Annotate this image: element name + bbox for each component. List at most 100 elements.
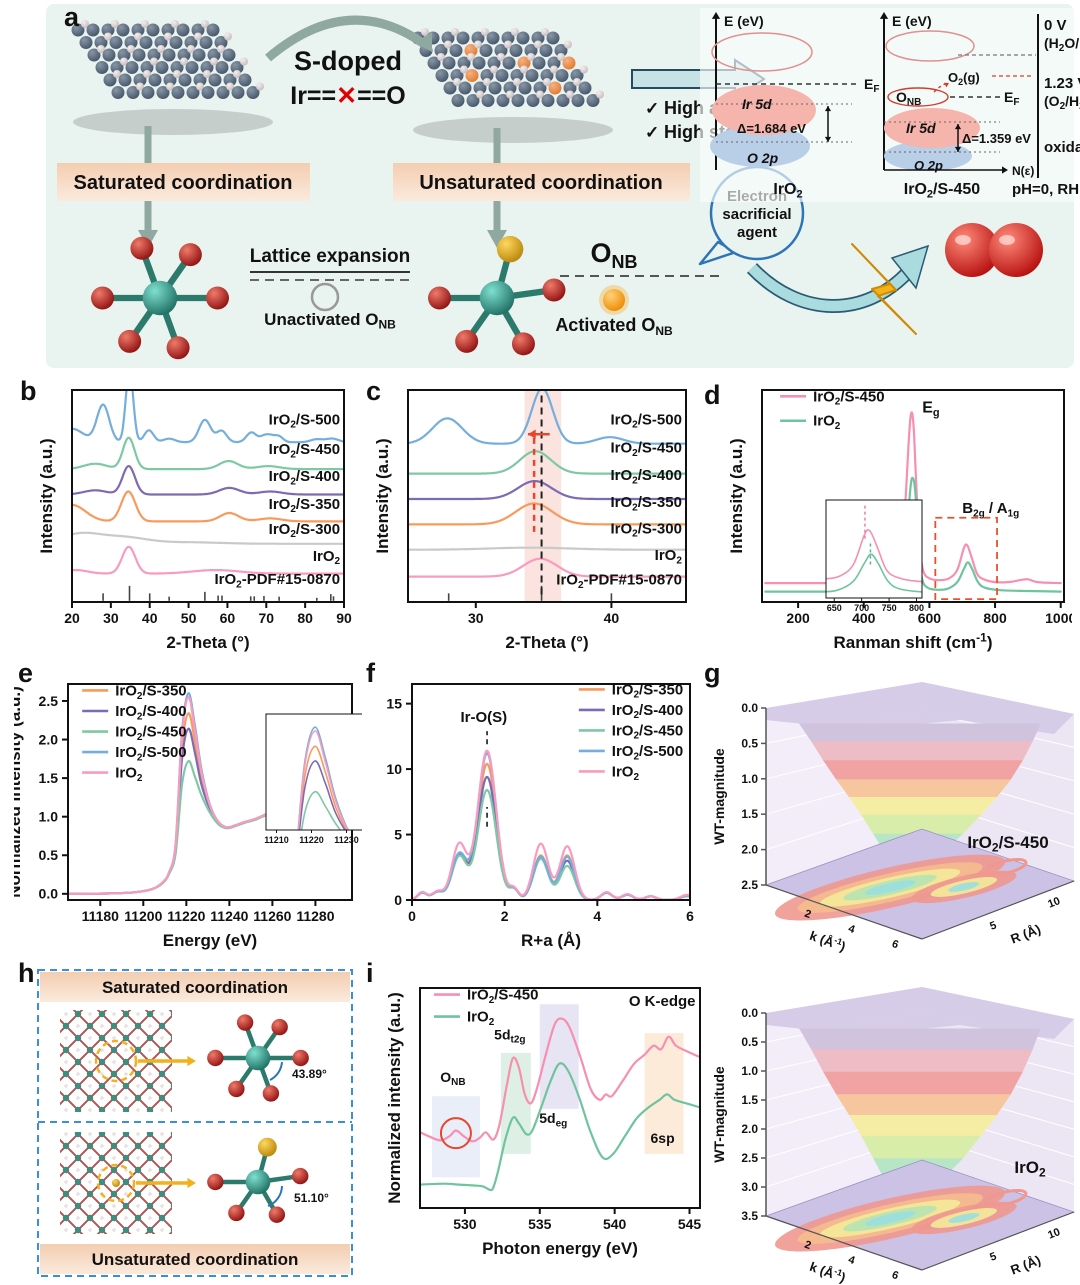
legend-label: IrO2 <box>115 765 143 784</box>
panel-b-xrd-chart: 20 30 40 50 60 70 80 90 2-Theta (°) Intensity (a.… <box>22 382 354 658</box>
legend-label: IrO2/S-450 <box>612 722 683 741</box>
legend-label: IrO2/S-400 <box>612 702 683 721</box>
ph-rhe-label: pH=0, RHE <box>1012 181 1080 198</box>
z-tick-label: 3.0 <box>741 1180 758 1194</box>
check-icon: ✓ <box>645 123 659 142</box>
annotation-text: Eg <box>922 400 939 420</box>
annotation-text: O K-edge <box>629 993 696 1010</box>
legend-label: IrO2/S-450 <box>115 724 186 743</box>
svg-text:1.0: 1.0 <box>39 809 59 825</box>
k-tick-label: 4 <box>847 1254 858 1268</box>
svg-text:40: 40 <box>604 610 620 626</box>
panel-h-structures: Saturated coordination Unsaturated coordi… <box>30 966 360 1282</box>
panel-label-a: a <box>64 2 80 32</box>
zero-volt-label: 0 V <box>1044 17 1067 34</box>
panel-label-b: b <box>20 376 37 406</box>
k-axis-label: k (Å-1) <box>808 927 848 954</box>
svg-text:10: 10 <box>386 761 402 777</box>
sample-label: IrO2/S-450 <box>967 833 1048 855</box>
panel-label-d: d <box>704 380 721 410</box>
ir5d-label: Ir 5d <box>742 96 772 112</box>
svg-text:0: 0 <box>408 908 416 924</box>
panel-c-xrd-zoom-chart: 30 40 2-Theta (°) Intensity (a.u.) IrO2/S-50… <box>372 382 696 658</box>
x-axis-label: Ranman shift (cm-1) <box>834 631 993 653</box>
unsaturated-label: Unsaturated coordination <box>92 1250 299 1269</box>
e-axis-label: E (eV) <box>892 13 932 29</box>
delta2-label: Δ=1.359 eV <box>962 131 1031 146</box>
svg-text:4: 4 <box>593 908 601 924</box>
svg-text:11220: 11220 <box>167 908 205 924</box>
series-line <box>408 480 686 501</box>
series-label: IrO2/S-500 <box>610 411 681 430</box>
y-axis-label: Intensity (a.u.) <box>727 438 746 553</box>
chart-e-svg: 11180 11200 11220 11240 11260 11280 0.0 0.5 1.0 1… <box>5 682 394 950</box>
bond-angle-saturated: 43.89° <box>292 1067 327 1081</box>
chart-i-svg: ONB 5dt2g 5deg 6sp O K-edge 530 535 540 545 Photo… <box>385 987 701 1258</box>
panel-label-i: i <box>366 958 374 988</box>
series-line <box>72 490 344 523</box>
svg-text:650: 650 <box>827 603 842 613</box>
svg-text:535: 535 <box>528 1216 552 1232</box>
series-line <box>420 1062 700 1192</box>
wt-top-sheet <box>766 682 1074 734</box>
lightning-bolt-icon <box>851 243 917 335</box>
check-icon: ✓ <box>645 99 659 118</box>
series-line <box>408 557 686 578</box>
wt-contours <box>774 854 1028 921</box>
z-tick-label: 1.0 <box>741 772 758 786</box>
svg-text:1000: 1000 <box>1045 610 1072 626</box>
fermi-level-label: EF <box>864 76 879 95</box>
y-axis: 0.0 0.5 1.0 1.5 2.0 2.5 <box>39 693 68 902</box>
annotation-text: 6sp <box>651 1130 675 1146</box>
iro2-s450-diagram-label: IrO2/S-450 <box>904 181 980 201</box>
z-tick-label: 1.5 <box>741 807 758 821</box>
z-axis-label: WT-magnitude <box>711 748 727 845</box>
svg-text:30: 30 <box>468 610 484 626</box>
series-line <box>826 553 922 593</box>
n-axis-label: N(ε) <box>1012 164 1034 178</box>
activated-onb-icon <box>603 289 625 311</box>
r-axis-label: R (Å) <box>1008 921 1042 946</box>
x-axis-label: 2-Theta (°) <box>505 633 588 652</box>
molecule-model <box>91 236 229 360</box>
plot-border <box>761 389 1065 603</box>
z-tick-label: 0.5 <box>741 736 758 750</box>
svg-text:2: 2 <box>501 908 509 924</box>
k-tick-label: 6 <box>890 1269 900 1282</box>
curved-arrow <box>265 15 427 62</box>
x-axis-label: 2-Theta (°) <box>166 633 249 652</box>
s-doped-label: S-doped <box>294 46 402 76</box>
lattice-expansion-label: Lattice expansion <box>250 246 411 267</box>
z-tick-label: 0.0 <box>741 701 758 715</box>
svg-text:6: 6 <box>686 908 694 924</box>
legend-label: IrO2 <box>612 763 640 782</box>
k-tick-label: 6 <box>890 938 900 951</box>
z-tick-label: 2.0 <box>741 843 758 857</box>
series-line <box>72 436 344 471</box>
onb-label: ONB <box>590 238 637 272</box>
svg-text:11260: 11260 <box>253 908 291 924</box>
z-tick-label: 2.5 <box>741 878 758 892</box>
ir5d-label: Ir 5d <box>906 120 936 136</box>
series-label: IrO2/S-450 <box>610 440 681 459</box>
svg-text:11280: 11280 <box>296 908 334 924</box>
chart-g1-svg: 0.0 0.5 1.0 1.5 2.0 2.5 WT-magnitude 2 4 6 k (Å-1)… <box>711 682 1076 954</box>
annotation-text: B2g / A1g <box>962 500 1019 519</box>
svg-text:0.0: 0.0 <box>39 886 59 902</box>
x-axis-label: R+a (Å) <box>521 931 581 950</box>
svg-text:70: 70 <box>258 610 274 626</box>
svg-text:2.0: 2.0 <box>39 731 59 747</box>
saturated-banner <box>57 163 310 201</box>
svg-text:80: 80 <box>297 610 313 626</box>
series-label: IrO2/S-350 <box>269 496 340 515</box>
series-line <box>408 546 686 551</box>
legend-label: IrO2 <box>467 1009 495 1028</box>
y-axis: 0 5 10 15 <box>386 696 412 908</box>
activated-onb-label: Activated ONB <box>555 315 673 338</box>
x-axis: 30 40 <box>468 602 619 626</box>
legend: IrO2/S-350 IrO2/S-400 IrO2/S-450IrO2/S-500… <box>82 682 187 784</box>
